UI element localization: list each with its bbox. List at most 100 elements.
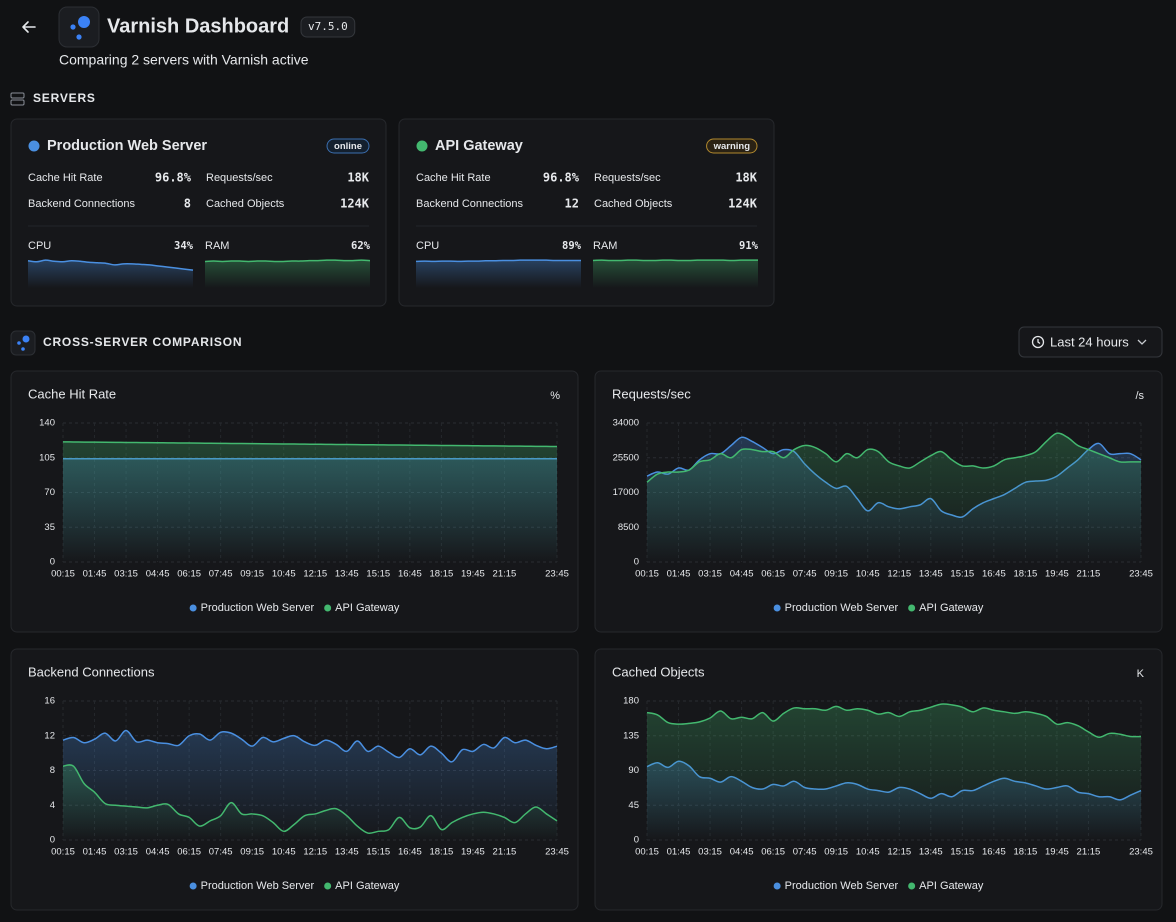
legend-swatch — [189, 882, 197, 890]
icon-dot — [22, 335, 30, 343]
chart-title: Cached Objects — [612, 664, 705, 679]
gauge-value: 91% — [739, 240, 759, 252]
metric-label: Backend Connections — [416, 198, 524, 210]
x-tick-label: 15:15 — [366, 569, 390, 580]
status-dot — [416, 140, 428, 152]
x-tick-label: 01:45 — [667, 847, 691, 858]
legend-label: API Gateway — [919, 880, 984, 892]
y-tick-label: 90 — [628, 765, 639, 776]
y-tick-label: 180 — [623, 696, 639, 707]
x-tick-label: 09:15 — [240, 569, 264, 580]
x-tick-label: 06:15 — [761, 847, 785, 858]
x-tick-label: 18:15 — [1013, 569, 1037, 580]
gauge-label: CPU — [416, 240, 439, 252]
legend-swatch — [189, 604, 197, 612]
logo-dot — [76, 34, 82, 40]
back-arrow — [22, 21, 36, 33]
clock-hands — [1037, 339, 1041, 345]
metric-value: 8 — [184, 197, 191, 211]
y-tick-label: 0 — [50, 835, 55, 846]
metric-value: 12 — [565, 197, 579, 211]
x-tick-label: 19:45 — [461, 847, 485, 858]
x-tick-label: 21:15 — [1077, 569, 1101, 580]
y-tick-label: 8500 — [618, 522, 639, 533]
x-tick-label: 23:45 — [545, 569, 569, 580]
y-tick-label: 8 — [50, 765, 55, 776]
back-button[interactable] — [22, 21, 36, 33]
area — [63, 441, 557, 562]
x-tick-label: 10:45 — [856, 847, 880, 858]
y-tick-label: 25500 — [613, 452, 639, 463]
y-tick-label: 34000 — [613, 418, 639, 429]
area — [593, 260, 758, 288]
legend-label: Production Web Server — [785, 880, 899, 892]
x-tick-label: 00:15 — [635, 847, 659, 858]
x-tick-label: 16:45 — [982, 569, 1006, 580]
x-tick-label: 09:15 — [824, 847, 848, 858]
x-tick-label: 00:15 — [51, 569, 75, 580]
x-tick-label: 23:45 — [1129, 569, 1153, 580]
x-tick-label: 04:45 — [146, 847, 170, 858]
metric-value: 96.8% — [543, 171, 580, 185]
y-tick-label: 12 — [44, 730, 55, 741]
legend-label: Production Web Server — [201, 602, 315, 614]
legend-label: Production Web Server — [201, 880, 315, 892]
chart-unit: /s — [1135, 390, 1144, 402]
area — [647, 703, 1141, 840]
legend-swatch — [324, 882, 332, 890]
metric-value: 124K — [340, 197, 370, 211]
x-tick-label: 00:15 — [635, 569, 659, 580]
x-tick-label: 09:15 — [240, 847, 264, 858]
gauge-label: RAM — [205, 240, 229, 252]
area — [63, 730, 557, 840]
legend-swatch — [773, 604, 781, 612]
x-tick-label: 10:45 — [856, 569, 880, 580]
server-name: API Gateway — [435, 138, 523, 154]
x-tick-label: 16:45 — [398, 847, 422, 858]
line — [62, 729, 558, 763]
x-tick-label: 16:45 — [398, 569, 422, 580]
status-label: warning — [713, 141, 751, 152]
x-tick-label: 07:45 — [793, 569, 817, 580]
area — [416, 260, 581, 288]
x-tick-label: 04:45 — [146, 569, 170, 580]
x-tick-label: 19:45 — [461, 569, 485, 580]
x-tick-label: 21:15 — [1077, 847, 1101, 858]
x-tick-label: 06:15 — [177, 569, 201, 580]
x-tick-label: 06:15 — [177, 847, 201, 858]
line — [62, 764, 558, 834]
icon-part — [10, 92, 25, 99]
legend-swatch — [908, 882, 916, 890]
server-name: Production Web Server — [47, 138, 207, 154]
x-tick-label: 07:45 — [209, 847, 233, 858]
area — [647, 433, 1141, 562]
legend-swatch — [773, 882, 781, 890]
page-subtitle: Comparing 2 servers with Varnish active — [59, 52, 309, 68]
x-tick-label: 01:45 — [83, 847, 107, 858]
x-tick-label: 19:45 — [1045, 847, 1069, 858]
x-tick-label: 15:15 — [950, 569, 974, 580]
line — [646, 432, 1141, 483]
x-tick-label: 16:45 — [982, 847, 1006, 858]
x-tick-label: 23:45 — [545, 847, 569, 858]
gauge-value: 89% — [562, 240, 582, 252]
time-range-button[interactable]: Last 24 hours — [1018, 326, 1163, 358]
y-tick-label: 105 — [39, 452, 55, 463]
metric-label: Cache Hit Rate — [416, 172, 491, 184]
x-tick-label: 13:45 — [335, 847, 359, 858]
chart-unit: % — [550, 390, 560, 402]
gauge-label: CPU — [28, 240, 51, 252]
legend-label: Production Web Server — [785, 602, 899, 614]
x-tick-label: 04:45 — [730, 847, 754, 858]
status-pill — [326, 138, 370, 154]
legend-label: API Gateway — [335, 880, 400, 892]
x-tick-label: 12:15 — [303, 569, 327, 580]
metric-value: 18K — [347, 171, 369, 185]
x-tick-label: 12:15 — [887, 569, 911, 580]
logo — [58, 6, 100, 48]
x-tick-label: 13:45 — [335, 569, 359, 580]
logo-dot — [70, 24, 76, 30]
chevron — [1137, 339, 1147, 345]
gauge-value: 62% — [351, 240, 371, 252]
